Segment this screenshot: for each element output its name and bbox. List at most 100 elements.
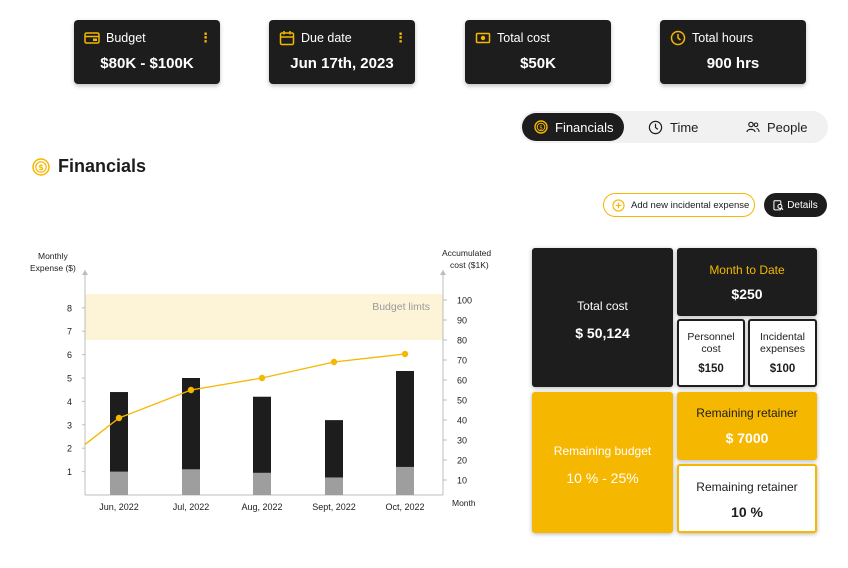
- svg-text:$: $: [539, 124, 543, 131]
- tab-people[interactable]: People: [746, 113, 826, 141]
- y-axis-left-arrow: [82, 270, 88, 275]
- budget-limits-band: [85, 294, 443, 340]
- details-button[interactable]: Details: [764, 193, 827, 217]
- month-to-date-label: Month to Date: [709, 263, 785, 277]
- remaining-budget-tile: Remaining budget 10 % - 25%: [532, 392, 673, 533]
- due-date-menu-icon[interactable]: ⋮: [394, 30, 407, 45]
- budget-card[interactable]: Budget ⋮ $80K - $100K: [74, 20, 220, 84]
- dollar-coin-icon: $: [534, 120, 548, 134]
- y-axis-right-arrow: [440, 270, 446, 275]
- personnel-cost-tile: Personnel cost $150: [677, 319, 745, 387]
- document-search-icon: [773, 199, 784, 210]
- y-axis-right-title-line2: cost ($1K): [450, 260, 489, 270]
- y-tick-left-label: 2: [67, 444, 72, 454]
- y-tick-right-label: 10: [457, 476, 467, 486]
- clock-icon: [670, 30, 686, 46]
- wallet-icon: [84, 32, 100, 44]
- x-tick-label: Jun, 2022: [99, 502, 139, 512]
- incidental-expenses-value: $100: [769, 363, 796, 375]
- accumulated-cost-line: [84, 353, 406, 445]
- y-tick-right-label: 90: [457, 316, 467, 326]
- bar-base: [325, 477, 343, 495]
- total-cost-tile: Total cost $ 50,124: [532, 248, 673, 387]
- y-tick-left-label: 6: [67, 350, 72, 360]
- tab-time-label: Time: [670, 119, 699, 135]
- y-axis-right-title-line1: Accumulated: [442, 248, 491, 258]
- accumulated-cost-point: [187, 386, 195, 394]
- y-tick-left-label: 5: [67, 374, 72, 384]
- total-hours-card[interactable]: Total hours 900 hrs: [660, 20, 806, 84]
- accumulated-cost-point: [401, 350, 409, 358]
- page-title: Financials: [58, 156, 147, 176]
- due-date-card-value: Jun 17th, 2023: [290, 55, 394, 72]
- incidental-expenses-tile: Incidental expenses $100: [748, 319, 817, 387]
- remaining-retainer-value: $ 7000: [725, 430, 769, 446]
- month-to-date-value: $250: [731, 286, 763, 302]
- bar-base: [182, 469, 200, 495]
- x-axis-title: Month: [452, 498, 476, 508]
- financials-chart: Budget limts 1 2 3 4 5 6 7 8 10 20 30 40 50 60 70 80 90 10…: [30, 248, 491, 512]
- view-tabs: $ Financials Time People: [520, 111, 828, 143]
- tab-time[interactable]: Time: [648, 113, 728, 141]
- x-tick-label: Aug, 2022: [241, 502, 282, 512]
- incidental-expenses-label-line1: Incidental: [760, 331, 805, 343]
- accumulated-cost-point: [258, 374, 266, 382]
- y-axis-left-title-line2: Expense ($): [30, 263, 76, 273]
- budget-card-value: $80K - $100K: [100, 55, 194, 72]
- tab-people-label: People: [767, 119, 808, 135]
- bar-total: [325, 420, 343, 495]
- y-tick-left-label: 4: [67, 397, 72, 407]
- y-axis-left-title-line1: Monthly: [38, 251, 69, 261]
- y-tick-right-label: 70: [457, 356, 467, 366]
- bar-total: [182, 378, 200, 495]
- remaining-retainer-percent-label: Remaining retainer: [696, 480, 798, 494]
- remaining-budget-label: Remaining budget: [553, 444, 652, 458]
- remaining-retainer-percent-tile: Remaining retainer 10 %: [677, 464, 817, 533]
- bar-total: [110, 392, 128, 495]
- accumulated-cost-point: [115, 414, 123, 422]
- banknote-icon: [475, 32, 491, 44]
- remaining-retainer-percent-value: 10 %: [731, 504, 763, 520]
- total-hours-card-label: Total hours: [692, 31, 754, 45]
- add-incidental-expense-label: Add new incidental expense: [631, 199, 750, 211]
- y-tick-right-label: 50: [457, 396, 467, 406]
- people-icon: [746, 121, 760, 133]
- y-tick-left-label: 1: [67, 467, 72, 477]
- tab-financials-label: Financials: [555, 119, 614, 135]
- bar-total: [253, 396, 271, 495]
- total-cost-card-label: Total cost: [497, 31, 550, 45]
- due-date-card[interactable]: Due date ⋮ Jun 17th, 2023: [269, 20, 415, 84]
- y-tick-left-label: 3: [67, 420, 72, 430]
- incidental-expenses-label-line2: expenses: [760, 343, 805, 355]
- budget-card-label: Budget: [106, 31, 146, 45]
- accumulated-cost-point: [330, 358, 338, 366]
- personnel-cost-label-line2: cost: [701, 343, 721, 355]
- total-cost-tile-value: $ 50,124: [575, 325, 630, 341]
- total-cost-card[interactable]: Total cost $50K: [465, 20, 611, 84]
- details-label: Details: [787, 199, 818, 211]
- y-tick-right-label: 40: [457, 416, 467, 426]
- calendar-icon: [279, 31, 295, 46]
- total-hours-card-value: 900 hrs: [706, 55, 760, 72]
- y-tick-right-label: 100: [457, 296, 472, 306]
- svg-text:$: $: [38, 163, 44, 172]
- x-tick-label: Jul, 2022: [173, 502, 210, 512]
- due-date-card-label: Due date: [301, 31, 352, 45]
- y-tick-right-label: 60: [457, 376, 467, 386]
- plus-circle-icon: [612, 198, 625, 212]
- bar-base: [253, 472, 271, 495]
- bar-total: [396, 370, 414, 495]
- x-tick-label: Sept, 2022: [312, 502, 356, 512]
- y-tick-left-label: 8: [67, 303, 72, 313]
- budget-limits-label: Budget limts: [372, 301, 430, 313]
- personnel-cost-value: $150: [698, 363, 724, 375]
- month-to-date-tile: Month to Date $250: [677, 248, 817, 316]
- bar-base: [110, 471, 128, 495]
- add-incidental-expense-button[interactable]: Add new incidental expense: [603, 193, 755, 217]
- tab-financials[interactable]: $ Financials: [522, 113, 624, 141]
- y-tick-right-label: 80: [457, 336, 467, 346]
- budget-menu-icon[interactable]: ⋮: [199, 30, 212, 45]
- x-tick-label: Oct, 2022: [385, 502, 424, 512]
- clock-icon: [648, 120, 663, 134]
- section-heading: $ Financials: [32, 156, 146, 177]
